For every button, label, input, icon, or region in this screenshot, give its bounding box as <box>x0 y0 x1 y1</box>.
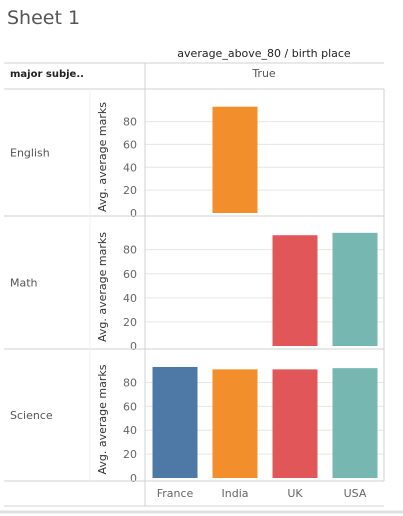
border-layer <box>0 62 403 514</box>
y-tick-label: 40 <box>123 161 137 174</box>
bar-science-uk <box>272 369 318 478</box>
y-tick-label: 80 <box>123 376 137 389</box>
bar-science-india <box>212 369 258 478</box>
y-tick-label: 0 <box>130 207 137 220</box>
column-header-title: average_above_80 / birth place <box>177 47 351 60</box>
x-tick-label-usa: USA <box>344 487 367 500</box>
y-tick-label: 40 <box>123 424 137 437</box>
y-tick-label: 20 <box>123 448 137 461</box>
row-header-major-subject: major subje.. <box>10 69 84 80</box>
bar-math-usa <box>332 232 378 346</box>
row-label-math: Math <box>10 277 38 290</box>
y-tick-label: 60 <box>123 268 137 281</box>
x-tick-label-uk: UK <box>287 487 303 500</box>
bar-english-india <box>212 106 258 213</box>
y-tick-label: 20 <box>123 316 137 329</box>
row-label-science: Science <box>10 409 53 422</box>
y-tick-label: 20 <box>123 184 137 197</box>
bars-layer <box>152 106 378 478</box>
y-axis-title: Avg. average marks <box>96 102 109 212</box>
bar-science-usa <box>332 368 378 478</box>
y-tick-label: 40 <box>123 292 137 305</box>
y-tick-label: 60 <box>123 138 137 151</box>
row-label-english: English <box>10 147 50 160</box>
x-tick-label-india: India <box>222 487 249 500</box>
sheet-title: Sheet 1 <box>7 7 81 29</box>
column-header-value: True <box>251 67 276 80</box>
bar-science-france <box>152 366 198 478</box>
y-axis-title: Avg. average marks <box>96 364 109 474</box>
y-tick-label: 0 <box>130 472 137 485</box>
bar-math-uk <box>272 235 318 346</box>
labels-layer: 0 20 40 60 80 Avg. average marks English 0 20 40 6… <box>10 102 367 500</box>
y-tick-label: 80 <box>123 116 137 129</box>
y-tick-label: 60 <box>123 400 137 413</box>
y-axis-title: Avg. average marks <box>96 232 109 342</box>
y-tick-label: 80 <box>123 244 137 257</box>
y-tick-label: 0 <box>130 340 137 353</box>
x-tick-label-france: France <box>157 487 194 500</box>
